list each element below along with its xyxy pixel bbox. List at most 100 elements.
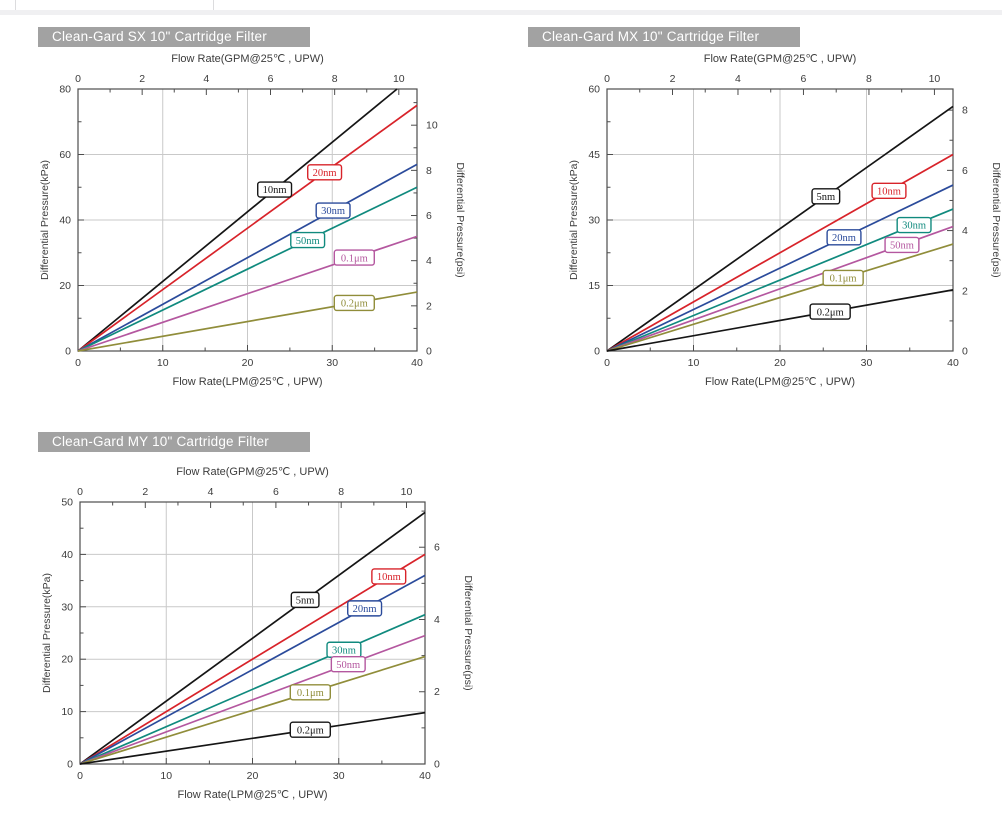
svg-text:4: 4: [735, 73, 741, 85]
svg-text:0: 0: [434, 759, 440, 771]
series-label-text-50nm: 50nm: [296, 236, 320, 247]
svg-text:2: 2: [142, 486, 148, 498]
svg-text:30: 30: [61, 601, 73, 613]
series-labels: 10nm 20nm 30nm 50nm 0.1μm 0.2μm: [257, 164, 375, 312]
svg-text:80: 80: [59, 84, 71, 96]
svg-text:40: 40: [61, 549, 73, 561]
svg-text:20: 20: [242, 357, 254, 369]
series-label-text-50nm: 50nm: [336, 660, 360, 671]
series-label-text-0.2μm: 0.2μm: [341, 299, 368, 310]
svg-text:0: 0: [962, 346, 968, 358]
series-line-30nm: [606, 208, 954, 352]
svg-text:4: 4: [962, 225, 968, 237]
row-shading-band: [0, 10, 1002, 15]
x-bottom-axis-title: Flow Rate(LPM@25℃ , UPW): [172, 376, 322, 388]
series-line-5nm: [606, 105, 954, 352]
series-label-text-30nm: 30nm: [332, 645, 356, 656]
series-line-10nm: [77, 88, 398, 352]
svg-text:10: 10: [160, 770, 172, 782]
svg-text:2: 2: [962, 285, 968, 297]
series-label-box-30nm: [896, 216, 932, 234]
series-label-text-30nm: 30nm: [321, 206, 345, 217]
x-top-axis-title: Flow Rate(GPM@25℃ , UPW): [176, 466, 329, 478]
svg-text:30: 30: [861, 357, 873, 369]
svg-text:8: 8: [426, 165, 432, 177]
series-line-20nm: [77, 104, 418, 352]
svg-text:45: 45: [588, 149, 600, 161]
page-top-decoration: [0, 0, 1002, 15]
series-label-box-20nm: [307, 164, 343, 181]
series-label-box-50nm: [290, 231, 326, 249]
y-left-axis-title: Differential Pressure(kPa): [39, 160, 51, 280]
svg-text:10: 10: [61, 706, 73, 718]
svg-text:4: 4: [434, 614, 440, 626]
series-label-box-0.1μm: [289, 684, 331, 701]
y-left-axis-title: Differential Pressure(kPa): [568, 160, 580, 280]
svg-text:0: 0: [65, 346, 71, 358]
svg-text:6: 6: [273, 486, 279, 498]
chart-clean-gard-mx: Clean-Gard MX 10" Cartridge Filter 0 10 20…: [528, 27, 1002, 401]
series-label-text-20nm: 20nm: [832, 233, 856, 244]
svg-text:6: 6: [434, 542, 440, 554]
series-line-50nm: [77, 186, 418, 352]
svg-text:40: 40: [411, 357, 423, 369]
series-label-box-10nm: [371, 568, 407, 585]
svg-text:8: 8: [866, 73, 872, 85]
svg-text:0: 0: [426, 346, 432, 358]
svg-text:0: 0: [594, 346, 600, 358]
svg-text:0: 0: [67, 759, 73, 771]
svg-text:30: 30: [333, 770, 345, 782]
chart-title-sx: Clean-Gard SX 10" Cartridge Filter: [38, 27, 310, 47]
series-label-box-50nm: [884, 236, 920, 254]
chart-clean-gard-sx: Clean-Gard SX 10" Cartridge Filter 0 10 20…: [38, 27, 490, 401]
series-line-20nm: [606, 184, 954, 352]
svg-text:6: 6: [426, 210, 432, 222]
svg-text:20: 20: [59, 280, 71, 292]
series-label-text-5nm: 5nm: [817, 192, 836, 203]
svg-text:10: 10: [157, 357, 169, 369]
series-line-5nm: [79, 511, 426, 765]
svg-text:8: 8: [332, 73, 338, 85]
x-top-axis-title: Flow Rate(GPM@25℃ , UPW): [171, 53, 324, 65]
svg-text:2: 2: [426, 300, 432, 312]
series-label-box-0.2μm: [289, 721, 331, 738]
svg-text:10: 10: [401, 486, 413, 498]
series-line-30nm: [79, 613, 426, 765]
svg-text:60: 60: [59, 149, 71, 161]
svg-text:10: 10: [929, 73, 941, 85]
svg-text:2: 2: [670, 73, 676, 85]
series-label-text-0.1μm: 0.1μm: [341, 253, 368, 264]
svg-text:10: 10: [426, 120, 438, 132]
chart-clean-gard-my: Clean-Gard MY 10" Cartridge Filter 0 10 20…: [38, 432, 500, 814]
x-top-axis-title: Flow Rate(GPM@25℃ , UPW): [704, 53, 857, 65]
svg-text:10: 10: [688, 357, 700, 369]
series-label-text-0.1μm: 0.1μm: [297, 688, 324, 699]
chart-title-mx: Clean-Gard MX 10" Cartridge Filter: [528, 27, 800, 47]
svg-text:20: 20: [61, 654, 73, 666]
svg-text:0: 0: [604, 357, 610, 369]
x-bottom-axis-title: Flow Rate(LPM@25℃ , UPW): [705, 376, 855, 388]
y-right-axis-title: Differential Pressure(psi): [462, 575, 474, 690]
svg-text:40: 40: [419, 770, 431, 782]
series-labels: 5nm 10nm 20nm 30nm 50nm 0.1μm 0.2μm: [289, 568, 407, 738]
series-label-box-0.1μm: [333, 249, 375, 266]
series-line-10nm: [79, 553, 426, 765]
svg-text:50: 50: [61, 497, 73, 509]
series-label-box-5nm: [811, 188, 841, 205]
svg-text:0: 0: [604, 73, 610, 85]
svg-text:30: 30: [326, 357, 338, 369]
cell-border-line: [15, 0, 16, 10]
svg-text:2: 2: [139, 73, 145, 85]
svg-text:10: 10: [393, 73, 405, 85]
svg-text:40: 40: [947, 357, 959, 369]
svg-text:30: 30: [588, 215, 600, 227]
svg-text:60: 60: [588, 84, 600, 96]
y-right-axis-title: Differential Pressure(psi): [990, 162, 1002, 277]
series-label-box-20nm: [826, 229, 862, 246]
svg-text:20: 20: [774, 357, 786, 369]
svg-text:0: 0: [77, 486, 83, 498]
series-label-text-20nm: 20nm: [313, 168, 337, 179]
